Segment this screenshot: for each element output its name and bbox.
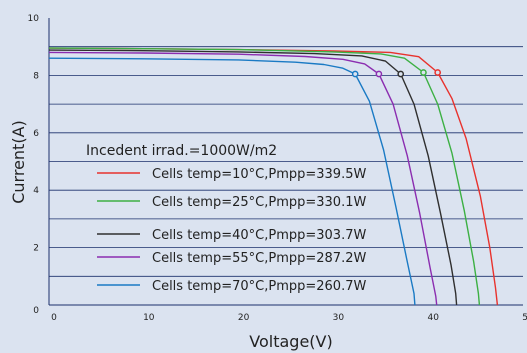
y-axis-title: Current(A): [9, 120, 28, 204]
y-tick-label: 4: [33, 186, 39, 196]
axis-layer: 0 2 4 6 8 10 0 10 20 30 40 50: [28, 14, 527, 323]
legend-label-3: Cells temp=40°C,Pmpp=303.7W: [152, 228, 366, 243]
mpp-marker-4: [375, 70, 383, 78]
y-tick-label: 8: [33, 71, 39, 81]
legend-label-1: Cells temp=10°C,Pmpp=339.5W: [152, 167, 366, 182]
mpp-marker-2: [420, 69, 427, 76]
x-axis-title: Voltage(V): [249, 332, 332, 351]
x-tick-label: 20: [238, 313, 250, 323]
legend-label-5: Cells temp=70°C,Pmpp=260.7W: [152, 279, 366, 294]
irradiance-annotation: Incedent irrad.=1000W/m2: [86, 143, 277, 159]
x-tick-label: 50: [522, 313, 527, 323]
mpp-marker-3: [397, 70, 405, 78]
x-tick-label: 30: [333, 313, 345, 323]
legend-layer: Incedent irrad.=1000W/m2 Cells temp=10°C…: [86, 143, 366, 294]
legend-label-2: Cells temp=25°C,Pmpp=330.1W: [152, 195, 366, 210]
y-tick-label: 0: [33, 306, 39, 316]
x-tick-label: 40: [427, 313, 439, 323]
y-tick-label: 2: [33, 244, 39, 254]
y-tick-label: 10: [28, 14, 40, 24]
y-tick-label: 6: [33, 129, 39, 139]
series-layer: [48, 47, 499, 306]
x-tick-label: 10: [143, 313, 155, 323]
x-tick-label: 0: [51, 313, 57, 323]
legend-label-4: Cells temp=55°C,Pmpp=287.2W: [152, 251, 366, 266]
mpp-marker-5: [351, 70, 359, 78]
mpp-marker-1: [434, 69, 442, 76]
